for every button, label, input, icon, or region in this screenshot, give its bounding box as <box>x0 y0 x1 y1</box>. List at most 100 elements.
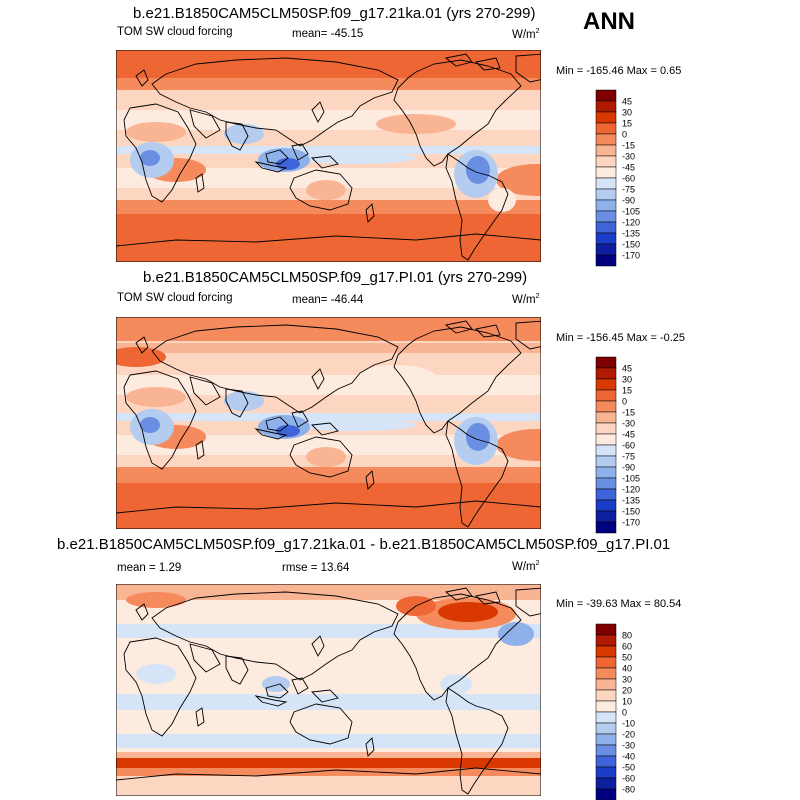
colorbar-swatch <box>595 389 617 402</box>
colorbar-swatch <box>595 232 617 245</box>
panel-1-units: W/m2 <box>512 28 540 41</box>
panel-2-map <box>116 317 541 529</box>
colorbar-tick-label: -15 <box>622 141 635 151</box>
colorbar-swatch <box>595 755 617 768</box>
colorbar-swatch <box>595 656 617 669</box>
colorbar-swatch <box>595 89 617 102</box>
colorbar-swatch <box>595 667 617 680</box>
colorbar-tick-label: -150 <box>622 240 640 250</box>
colorbar-tick-label: 0 <box>622 130 627 140</box>
colorbar-tick-label: -170 <box>622 251 640 261</box>
colorbar-swatch <box>595 122 617 135</box>
colorbar-tick-label: -50 <box>622 763 635 773</box>
colorbar-swatch <box>595 433 617 446</box>
colorbar-swatch <box>595 243 617 256</box>
panel-1-mean-label: mean= -45.15 <box>292 28 364 40</box>
colorbar-tick-label: -75 <box>622 452 635 462</box>
panel-2-units: W/m2 <box>512 293 540 306</box>
colorbar-tick-label: -45 <box>622 163 635 173</box>
panel-3-map <box>116 584 541 796</box>
colorbar-tick-label: -105 <box>622 474 640 484</box>
colorbar-tick-label: 15 <box>622 386 632 396</box>
colorbar-swatch <box>595 499 617 512</box>
colorbar-swatch <box>595 210 617 223</box>
colorbar-tick-label: 80 <box>622 631 632 641</box>
colorbar-swatch <box>595 111 617 124</box>
colorbar-swatch <box>595 477 617 490</box>
panel-3-mean-label: mean = 1.29 <box>117 562 182 574</box>
colorbar-tick-label: -120 <box>622 218 640 228</box>
colorbar-swatch <box>595 221 617 234</box>
colorbar-swatch <box>595 678 617 691</box>
panel-2-variable-label: TOM SW cloud forcing <box>117 292 233 304</box>
panel-1-map <box>116 50 541 262</box>
colorbar-tick-label: -120 <box>622 485 640 495</box>
colorbar-tick-label: -150 <box>622 507 640 517</box>
colorbar-swatch <box>595 744 617 757</box>
colorbar-swatch <box>595 100 617 113</box>
colorbar-tick-label: 15 <box>622 119 632 129</box>
colorbar-swatch <box>595 444 617 457</box>
panel-3-title: b.e21.B1850CAM5CLM50SP.f09_g17.21ka.01 -… <box>57 536 671 553</box>
colorbar-tick-label: -30 <box>622 741 635 751</box>
colorbar-tick-label: -40 <box>622 752 635 762</box>
colorbar-tick-label: -135 <box>622 496 640 506</box>
colorbar-swatch <box>595 455 617 468</box>
colorbar-tick-label: 30 <box>622 108 632 118</box>
colorbar-swatch <box>595 488 617 501</box>
colorbar-swatch <box>595 777 617 790</box>
colorbar-tick-label: 40 <box>622 664 632 674</box>
colorbar-swatch <box>595 188 617 201</box>
colorbar-tick-label: -60 <box>622 774 635 784</box>
colorbar-swatch <box>595 466 617 479</box>
colorbar-swatch <box>595 199 617 212</box>
panel-1-title: b.e21.B1850CAM5CLM50SP.f09_g17.21ka.01 (… <box>133 5 536 22</box>
panel-2-minmax: Min = -156.45 Max = -0.25 <box>556 332 686 344</box>
colorbar-tick-label: -30 <box>622 419 635 429</box>
colorbar-tick-label: -90 <box>622 463 635 473</box>
colorbar-swatch <box>595 356 617 369</box>
panel-2-mean-label: mean= -46.44 <box>292 294 364 306</box>
colorbar-swatch <box>595 422 617 435</box>
colorbar-swatch <box>595 766 617 779</box>
colorbar-swatch <box>595 623 617 636</box>
colorbar-tick-label: -135 <box>622 229 640 239</box>
colorbar-swatch <box>595 367 617 380</box>
colorbar-tick-label: -90 <box>622 196 635 206</box>
colorbar-tick-label: 60 <box>622 642 632 652</box>
colorbar-swatch <box>595 133 617 146</box>
panel-1-colorbar: 4530150-15-30-45-60-75-90-105-120-135-15… <box>595 89 640 267</box>
colorbar-swatch <box>595 645 617 658</box>
colorbar-tick-label: 10 <box>622 697 632 707</box>
colorbar-tick-label: -30 <box>622 152 635 162</box>
colorbar-swatch <box>595 166 617 179</box>
colorbar-tick-label: 50 <box>622 653 632 663</box>
panel-3-minmax: Min = -39.63 Max = 80.54 <box>556 598 682 610</box>
colorbar-swatch <box>595 155 617 168</box>
panel-1-variable-label: TOM SW cloud forcing <box>117 26 233 38</box>
colorbar-swatch <box>595 711 617 724</box>
colorbar-tick-label: -75 <box>622 185 635 195</box>
colorbar-tick-label: -105 <box>622 207 640 217</box>
colorbar-tick-label: 20 <box>622 686 632 696</box>
colorbar-swatch <box>595 510 617 523</box>
colorbar-tick-label: -20 <box>622 730 635 740</box>
colorbar-tick-label: 45 <box>622 364 632 374</box>
colorbar-tick-label: 0 <box>622 708 627 718</box>
colorbar-swatch <box>595 177 617 190</box>
colorbar-swatch <box>595 144 617 157</box>
colorbar-tick-label: -10 <box>622 719 635 729</box>
colorbar-tick-label: 0 <box>622 397 627 407</box>
colorbar-tick-label: -170 <box>622 518 640 528</box>
colorbar-tick-label: -60 <box>622 441 635 451</box>
colorbar-swatch <box>595 689 617 702</box>
colorbar-tick-label: -45 <box>622 430 635 440</box>
colorbar-swatch <box>595 722 617 735</box>
colorbar-swatch <box>595 788 617 800</box>
colorbar-tick-label: -60 <box>622 174 635 184</box>
colorbar-swatch <box>595 700 617 713</box>
colorbar-swatch <box>595 733 617 746</box>
colorbar-swatch <box>595 521 617 534</box>
